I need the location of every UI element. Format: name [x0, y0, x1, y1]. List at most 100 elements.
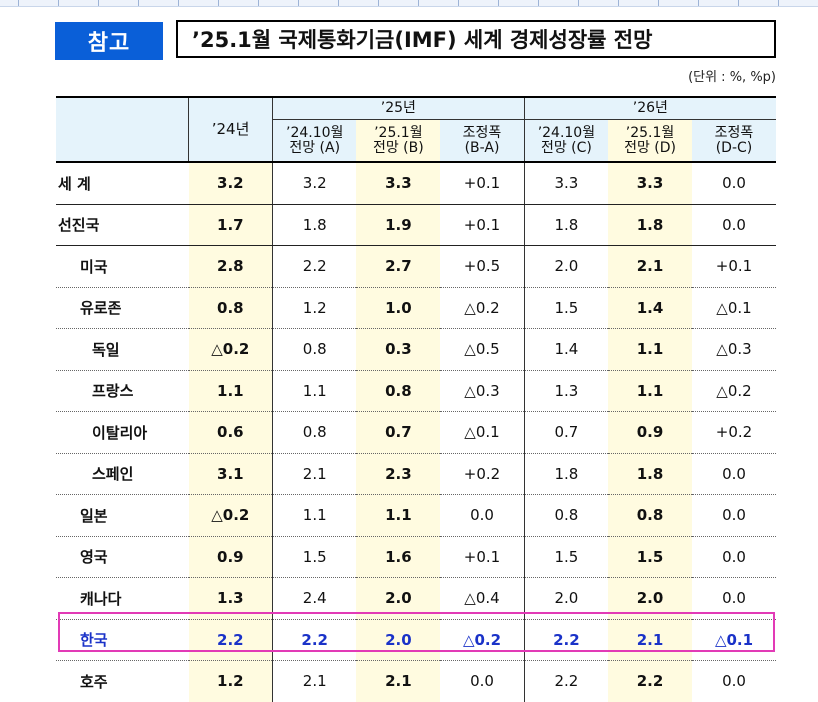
country-name: 일본 [56, 494, 189, 537]
country-name: 호주 [80, 672, 108, 691]
value-col-dc: 0.0 [691, 536, 776, 578]
country-name: 프랑스 [56, 370, 189, 412]
ruler-tick [258, 0, 259, 6]
ruler-tick [458, 0, 459, 6]
ruler-tick [98, 0, 99, 6]
value-2024: 2.8 [188, 245, 274, 288]
value-col-d: 2.2 [608, 660, 692, 702]
country-name: 영국 [56, 536, 189, 578]
value-col-c: 2.2 [524, 619, 609, 661]
value-col-ba: △0.3 [440, 370, 525, 412]
value-col-dc: +0.2 [691, 411, 776, 454]
value-2024: 0.9 [188, 536, 274, 578]
table-row: 영국 0.9 1.5 1.6 +0.1 1.5 1.5 0.0 [56, 536, 776, 578]
value-col-a: 2.1 [302, 672, 327, 691]
table-row: 캐나다 1.3 2.4 2.0 △0.4 2.0 2.0 0.0 [56, 577, 776, 620]
value-col-a: 2.4 [272, 577, 357, 620]
value-col-c: 2.2 [554, 672, 579, 691]
value-col-c: 1.5 [524, 536, 609, 578]
header-col-b: ’25.1월 전망 (B) [356, 119, 441, 162]
country-name: 선진국 [56, 204, 189, 246]
value-col-b: 2.0 [356, 577, 441, 620]
value-col-d: 0.9 [608, 411, 692, 454]
value-col-dc: +0.1 [691, 245, 776, 288]
value-col-dc: 0.0 [691, 494, 776, 537]
value-col-c: 3.3 [524, 162, 609, 205]
value-col-c: 1.8 [524, 453, 609, 495]
value-2024: △0.2 [188, 494, 274, 537]
value-col-ba: △0.2 [440, 619, 525, 661]
country-name: 유로존 [56, 287, 189, 329]
value-2024: 1.7 [188, 204, 274, 246]
page-title: ’25.1월 국제통화기금(IMF) 세계 경제성장률 전망 [176, 20, 776, 58]
value-col-dc: △0.1 [691, 287, 776, 329]
value-col-a: 1.1 [272, 370, 357, 412]
ruler-tick [298, 0, 299, 6]
country-name: 한국 [56, 619, 189, 661]
value-col-ba: +0.1 [440, 204, 525, 246]
value-col-ba: 0.0 [440, 660, 525, 702]
table-row: 미국 2.8 2.2 2.7 +0.5 2.0 2.1 +0.1 [56, 245, 776, 288]
value-col-c: 1.8 [524, 204, 609, 246]
value-2024: 3.1 [188, 453, 274, 495]
value-col-dc: 0.0 [691, 453, 776, 495]
value-col-a: 1.8 [272, 204, 357, 246]
table-row: 세 계 3.2 3.2 3.3 +0.1 3.3 3.3 0.0 [56, 162, 776, 205]
table-row: 유로존 0.8 1.2 1.0 △0.2 1.5 1.4 △0.1 [56, 287, 776, 329]
ruler-tick [178, 0, 179, 6]
value-col-d: 2.1 [608, 245, 692, 288]
header-2024: ’24년 [188, 97, 274, 163]
value-2024: 1.2 [188, 660, 274, 702]
value-2024: 1.3 [188, 577, 274, 620]
value-col-b: 0.7 [356, 411, 441, 454]
value-col-b: 1.0 [356, 287, 441, 329]
table-row: 프랑스 1.1 1.1 0.8 △0.3 1.3 1.1 △0.2 [56, 370, 776, 412]
value-col-b: 2.0 [356, 619, 441, 661]
value-col-ba: △0.5 [440, 328, 525, 371]
country-name: 스페인 [56, 453, 189, 495]
value-col-b: 0.8 [356, 370, 441, 412]
header-col-d: ’25.1월 전망 (D) [608, 119, 692, 162]
value-col-ba: △0.1 [440, 411, 525, 454]
value-col-ba: △0.4 [440, 577, 525, 620]
ruler-tick [58, 0, 59, 6]
value-col-b: 1.9 [356, 204, 441, 246]
value-col-dc: △0.3 [691, 328, 776, 371]
value-2024: 1.1 [188, 370, 274, 412]
value-col-ba: +0.2 [440, 453, 525, 495]
table-body: 세 계 3.2 3.2 3.3 +0.1 3.3 3.3 0.0 선진국 1.7 1.8 1.9 +0.… [56, 162, 776, 702]
value-col-a: 2.2 [272, 619, 357, 661]
value-col-d: 2.1 [608, 619, 692, 661]
header-col-ba: 조정폭 (B-A) [440, 119, 525, 162]
value-col-c: 1.4 [524, 328, 609, 371]
ruler-tick [698, 0, 699, 6]
value-col-c: 2.0 [524, 245, 609, 288]
ruler-tick [418, 0, 419, 6]
country-name: 세 계 [56, 162, 189, 205]
value-col-d: 1.8 [608, 204, 692, 246]
value-col-b: 2.1 [356, 660, 441, 702]
value-col-a: 0.8 [272, 411, 357, 454]
value-col-b: 2.7 [356, 245, 441, 288]
reference-tag: 참고 [55, 22, 163, 60]
value-col-ba: +0.5 [440, 245, 525, 288]
value-col-c: 0.8 [524, 494, 609, 537]
country-name: 캐나다 [56, 577, 189, 620]
table-row: 이탈리아 0.6 0.8 0.7 △0.1 0.7 0.9 +0.2 [56, 411, 776, 454]
value-col-dc: △0.2 [691, 370, 776, 412]
value-col-a: 2.2 [272, 245, 357, 288]
value-col-d: 2.0 [608, 577, 692, 620]
ruler-tick [138, 0, 139, 6]
ruler-tick [658, 0, 659, 6]
ruler-tick [618, 0, 619, 6]
table-row: 스페인 3.1 2.1 2.3 +0.2 1.8 1.8 0.0 [56, 453, 776, 495]
value-col-ba: 0.0 [440, 494, 525, 537]
value-col-c: 1.5 [524, 287, 609, 329]
document-ruler [0, 0, 818, 7]
country-name: 미국 [56, 245, 189, 288]
value-col-d: 1.1 [608, 370, 692, 412]
value-col-dc: △0.1 [691, 619, 776, 661]
value-col-ba: △0.2 [440, 287, 525, 329]
value-col-ba: +0.1 [440, 162, 525, 205]
value-col-dc: 0.0 [722, 672, 746, 691]
